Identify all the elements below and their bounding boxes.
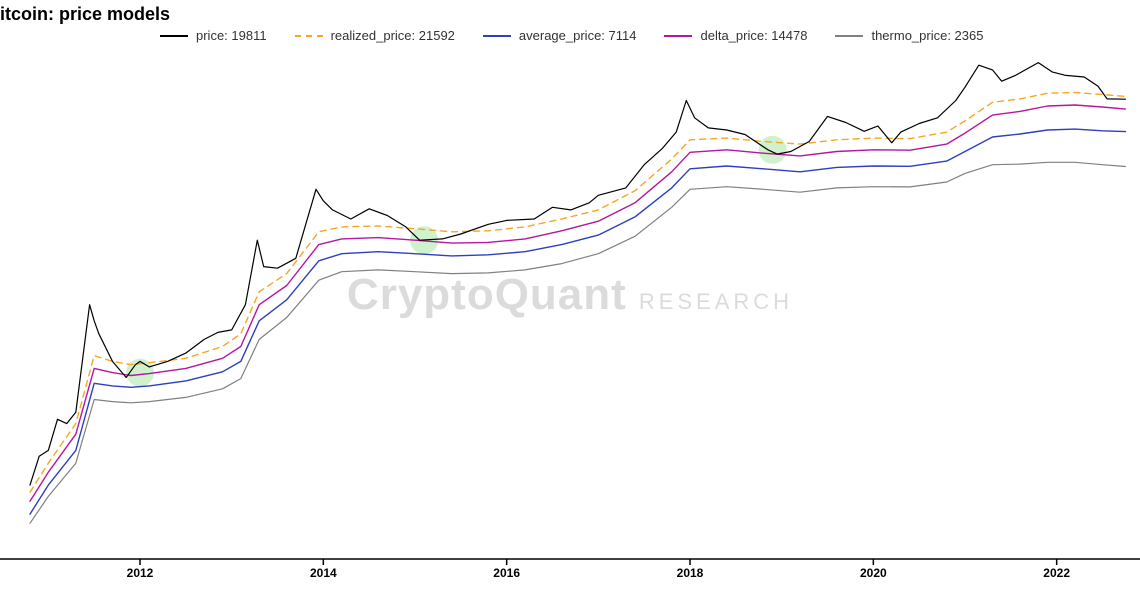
chart-container: itcoin: price models price: 19811 realize… xyxy=(0,0,1140,590)
x-tick-label: 2020 xyxy=(860,566,887,580)
legend-label: price: 19811 xyxy=(196,28,267,43)
x-tick-label: 2012 xyxy=(127,566,154,580)
series-thermo_price xyxy=(30,162,1125,523)
legend-swatch xyxy=(664,35,692,37)
legend-swatch xyxy=(483,35,511,37)
chart-legend: price: 19811 realized_price: 21592 average… xyxy=(160,28,1120,43)
chart-title: itcoin: price models xyxy=(0,4,170,25)
legend-label: thermo_price: 2365 xyxy=(871,28,983,43)
series-price xyxy=(30,63,1125,486)
legend-swatch xyxy=(835,35,863,37)
highlight-circle xyxy=(759,136,787,164)
legend-item-thermo_price: thermo_price: 2365 xyxy=(835,28,983,43)
x-tick-label: 2022 xyxy=(1043,566,1070,580)
legend-item-delta_price: delta_price: 14478 xyxy=(664,28,807,43)
series-average_price xyxy=(30,129,1125,514)
x-tick-label: 2018 xyxy=(677,566,704,580)
x-tick-label: 2014 xyxy=(310,566,337,580)
x-axis-labels: 2012 2014 2016 2018 2020 2022 xyxy=(0,566,1140,586)
chart-plot xyxy=(0,48,1140,568)
series-delta_price xyxy=(30,105,1125,501)
legend-label: average_price: 7114 xyxy=(519,28,637,43)
legend-swatch xyxy=(295,35,323,37)
legend-item-realized_price: realized_price: 21592 xyxy=(295,28,455,43)
series-realized_price xyxy=(30,93,1125,493)
legend-item-average_price: average_price: 7114 xyxy=(483,28,637,43)
x-tick-label: 2016 xyxy=(493,566,520,580)
legend-item-price: price: 19811 xyxy=(160,28,267,43)
legend-label: realized_price: 21592 xyxy=(331,28,455,43)
legend-swatch xyxy=(160,35,188,37)
legend-label: delta_price: 14478 xyxy=(700,28,807,43)
